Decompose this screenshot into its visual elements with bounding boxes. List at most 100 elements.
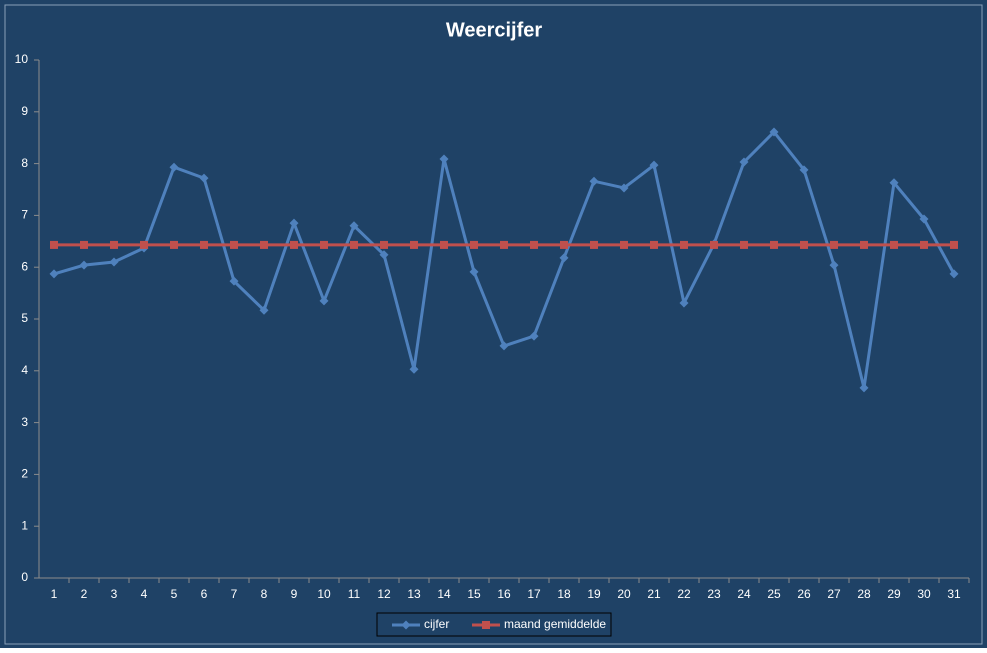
y-tick-label: 8 — [21, 156, 28, 170]
y-tick-label: 0 — [21, 570, 28, 584]
x-tick-label: 27 — [827, 587, 841, 601]
data-point — [739, 157, 749, 167]
data-point — [620, 240, 628, 249]
data-point — [379, 250, 389, 260]
data-point — [890, 240, 898, 249]
legend-box — [376, 612, 612, 637]
data-point — [679, 298, 689, 308]
data-point — [140, 240, 148, 249]
data-point — [199, 173, 209, 183]
data-point — [559, 253, 569, 263]
data-point — [860, 240, 868, 249]
data-point — [289, 218, 299, 228]
data-point — [169, 162, 179, 172]
data-point — [320, 240, 328, 249]
chart-border — [4, 4, 983, 645]
data-point — [590, 240, 598, 249]
data-point — [470, 240, 478, 249]
data-point — [529, 331, 539, 341]
x-tick-label: 26 — [797, 587, 811, 601]
x-tick-label: 21 — [647, 587, 661, 601]
data-point — [560, 240, 568, 249]
y-tick-label: 6 — [21, 259, 28, 273]
x-tick-label: 11 — [348, 587, 361, 601]
x-tick-label: 22 — [677, 587, 691, 601]
data-point — [799, 165, 809, 175]
data-point — [619, 183, 629, 193]
x-tick-label: 12 — [377, 587, 391, 601]
data-point — [830, 240, 838, 249]
x-tick-label: 9 — [291, 587, 298, 601]
x-tick-label: 30 — [917, 587, 931, 601]
data-point — [800, 240, 808, 249]
x-tick-label: 2 — [81, 587, 88, 601]
y-tick-label: 9 — [21, 104, 28, 118]
legend-marker — [482, 621, 490, 629]
data-point — [650, 240, 658, 249]
data-point — [259, 305, 269, 315]
x-tick-label: 24 — [737, 587, 751, 601]
data-point — [80, 240, 88, 249]
data-point — [409, 364, 419, 374]
x-tick-label: 28 — [857, 587, 871, 601]
data-point — [229, 276, 239, 286]
data-point — [260, 240, 268, 249]
y-tick-label: 4 — [21, 363, 28, 377]
data-point — [500, 240, 508, 249]
data-point — [469, 267, 479, 277]
data-point — [49, 269, 59, 279]
legend-label: cijfer — [424, 617, 449, 631]
x-tick-label: 10 — [317, 587, 331, 601]
legend-marker — [401, 620, 411, 630]
x-tick-label: 3 — [111, 587, 118, 601]
x-tick-label: 25 — [767, 587, 781, 601]
x-tick-label: 29 — [887, 587, 901, 601]
data-point — [439, 154, 449, 164]
data-point — [770, 240, 778, 249]
chart-title: Weercijfer — [446, 19, 543, 41]
y-tick-label: 2 — [21, 467, 28, 481]
data-point — [109, 257, 119, 267]
x-tick-label: 1 — [51, 587, 58, 601]
data-point — [380, 240, 388, 249]
data-point — [349, 221, 359, 231]
data-point — [949, 269, 959, 279]
data-point — [710, 240, 718, 249]
x-tick-label: 17 — [527, 587, 541, 601]
x-tick-label: 5 — [171, 587, 178, 601]
data-point — [740, 240, 748, 249]
data-point — [410, 240, 418, 249]
y-tick-label: 5 — [21, 311, 28, 325]
x-tick-label: 15 — [467, 587, 481, 601]
data-point — [79, 260, 89, 270]
x-tick-label: 13 — [407, 587, 421, 601]
legend-label: maand gemiddelde — [504, 617, 606, 631]
data-point — [889, 178, 899, 188]
data-point — [319, 296, 329, 306]
x-tick-label: 23 — [707, 587, 721, 601]
data-point — [589, 176, 599, 186]
data-point — [350, 240, 358, 249]
x-tick-label: 4 — [141, 587, 148, 601]
data-point — [829, 260, 839, 270]
data-point — [859, 383, 869, 393]
data-point — [440, 240, 448, 249]
data-point — [950, 240, 958, 249]
data-point — [769, 127, 779, 137]
data-point — [290, 240, 298, 249]
x-tick-label: 8 — [261, 587, 268, 601]
y-tick-label: 10 — [15, 52, 29, 66]
data-point — [170, 240, 178, 249]
data-point — [649, 160, 659, 170]
data-point — [110, 240, 118, 249]
y-tick-label: 7 — [21, 208, 28, 222]
x-tick-label: 16 — [497, 587, 511, 601]
data-point — [680, 240, 688, 249]
y-tick-label: 1 — [21, 518, 28, 532]
x-tick-label: 20 — [617, 587, 631, 601]
x-tick-label: 19 — [587, 587, 601, 601]
x-tick-label: 14 — [437, 587, 451, 601]
data-point — [530, 240, 538, 249]
y-tick-label: 3 — [21, 415, 28, 429]
